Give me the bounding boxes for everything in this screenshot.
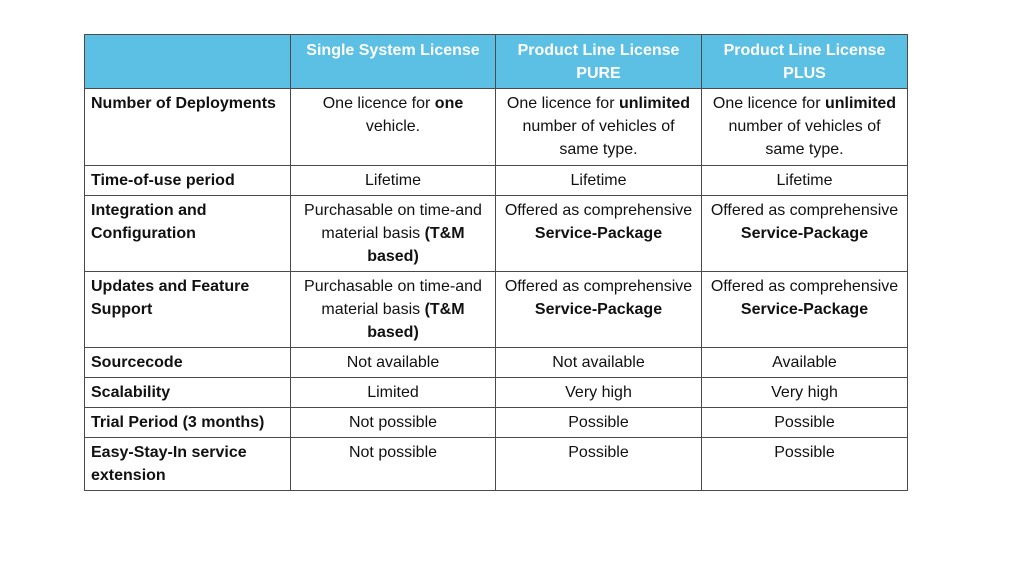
cell-single: Purchasable on time-and material basis (… — [290, 195, 496, 272]
row-label: Easy-Stay-In service extension — [84, 437, 291, 491]
cell-bold-text: unlimited — [618, 95, 691, 112]
row-number-of-deployments: Number of Deployments One licence for on… — [84, 88, 908, 166]
cell-text: Offered as comprehensive — [710, 202, 899, 219]
row-label: Trial Period (3 months) — [84, 407, 291, 438]
cell-plus: One licence for unlimited number of vehi… — [701, 88, 908, 166]
row-label: Integration and Configuration — [84, 195, 291, 272]
header-product-line-license-plus: Product Line License PLUS — [701, 34, 908, 89]
cell-plus: Available — [701, 347, 908, 378]
cell-pure: Possible — [495, 407, 702, 438]
cell-pure: Not available — [495, 347, 702, 378]
row-scalability: Scalability Limited Very high Very high — [84, 377, 908, 408]
row-easy-stay-in-service-extension: Easy-Stay-In service extension Not possi… — [84, 437, 908, 491]
cell-plus: Possible — [701, 407, 908, 438]
cell-bold-text: (T&M based) — [367, 225, 465, 265]
row-label: Scalability — [84, 377, 291, 408]
cell-plus: Offered as comprehensive Service-Package — [701, 195, 908, 272]
row-label: Number of Deployments — [84, 88, 291, 166]
cell-text: Offered as comprehensive — [710, 278, 899, 295]
header-product-line-license-pure: Product Line License PURE — [495, 34, 702, 89]
cell-text-end: vehicle. — [365, 118, 421, 135]
cell-single: Not available — [290, 347, 496, 378]
row-sourcecode: Sourcecode Not available Not available A… — [84, 347, 908, 378]
cell-pure: Possible — [495, 437, 702, 491]
cell-text-end: number of vehicles of same type. — [522, 118, 675, 158]
cell-bold-text: (T&M based) — [367, 301, 465, 341]
cell-bold-text: Service-Package — [534, 301, 663, 318]
row-time-of-use-period: Time-of-use period Lifetime Lifetime Lif… — [84, 165, 908, 196]
cell-text-end: number of vehicles of same type. — [728, 118, 881, 158]
row-integration-and-configuration: Integration and Configuration Purchasabl… — [84, 195, 908, 272]
cell-bold-text: Service-Package — [740, 225, 869, 242]
license-comparison-table: Single System License Product Line Licen… — [84, 34, 908, 491]
cell-text: One licence for — [506, 95, 619, 112]
cell-text: Purchasable on time-and material basis — [304, 278, 482, 318]
header-row: Single System License Product Line Licen… — [84, 34, 908, 89]
cell-plus: Possible — [701, 437, 908, 491]
cell-pure: One licence for unlimited number of vehi… — [495, 88, 702, 166]
cell-pure: Offered as comprehensive Service-Package — [495, 271, 702, 348]
cell-bold-text: one — [434, 95, 464, 112]
header-single-system-license: Single System License — [290, 34, 496, 89]
row-label: Sourcecode — [84, 347, 291, 378]
cell-single: Purchasable on time-and material basis (… — [290, 271, 496, 348]
cell-bold-text: Service-Package — [740, 301, 869, 318]
cell-pure: Very high — [495, 377, 702, 408]
header-corner-cell — [84, 34, 291, 89]
cell-single: One licence for one vehicle. — [290, 88, 496, 166]
cell-single: Not possible — [290, 437, 496, 491]
row-label: Time-of-use period — [84, 165, 291, 196]
row-updates-and-feature-support: Updates and Feature Support Purchasable … — [84, 271, 908, 348]
cell-bold-text: unlimited — [824, 95, 897, 112]
cell-pure: Offered as comprehensive Service-Package — [495, 195, 702, 272]
cell-plus: Lifetime — [701, 165, 908, 196]
cell-single: Limited — [290, 377, 496, 408]
row-trial-period: Trial Period (3 months) Not possible Pos… — [84, 407, 908, 438]
cell-plus: Offered as comprehensive Service-Package — [701, 271, 908, 348]
cell-text: Offered as comprehensive — [504, 278, 693, 295]
cell-single: Lifetime — [290, 165, 496, 196]
cell-pure: Lifetime — [495, 165, 702, 196]
row-label: Updates and Feature Support — [84, 271, 291, 348]
cell-bold-text: Service-Package — [534, 225, 663, 242]
cell-text: One licence for — [712, 95, 825, 112]
cell-text: Offered as comprehensive — [504, 202, 693, 219]
cell-single: Not possible — [290, 407, 496, 438]
cell-plus: Very high — [701, 377, 908, 408]
cell-text: Purchasable on time-and material basis — [304, 202, 482, 242]
cell-text: One licence for — [322, 95, 435, 112]
